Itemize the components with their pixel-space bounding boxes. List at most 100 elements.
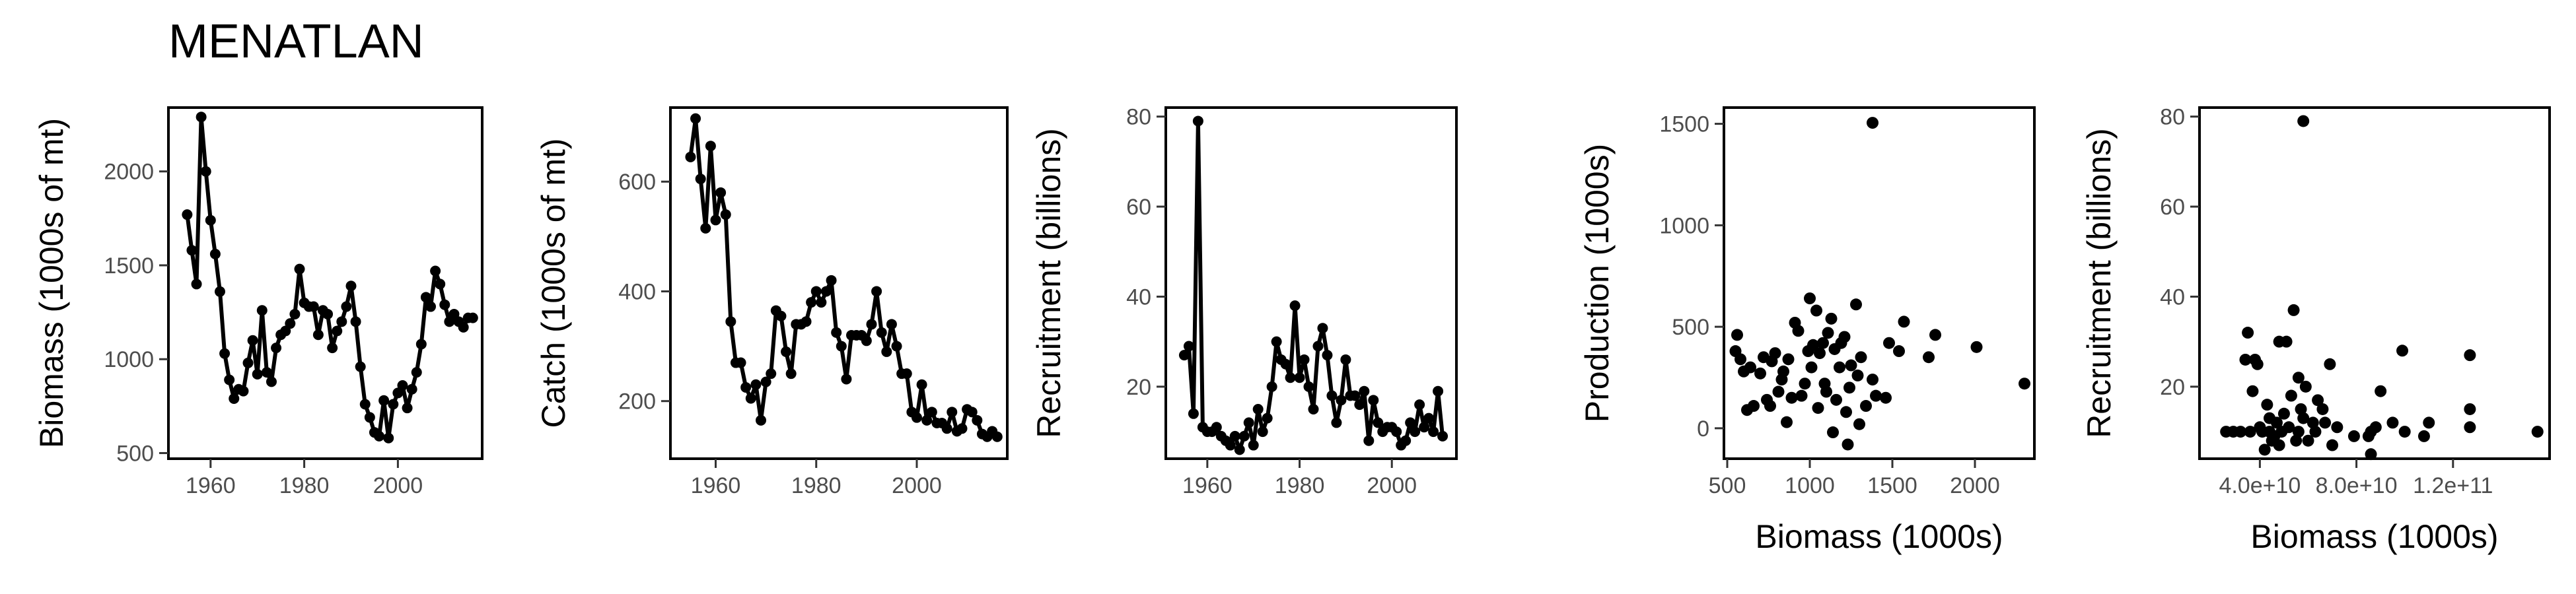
data-point: [2531, 426, 2544, 438]
data-point: [252, 368, 263, 380]
data-point: [2396, 345, 2409, 357]
data-point: [1285, 372, 1296, 383]
data-point: [1867, 117, 1878, 129]
data-point: [1349, 390, 1361, 401]
data-point: [1178, 350, 1190, 361]
data-point: [1883, 337, 1895, 349]
data-point: [1262, 412, 1273, 424]
data-point: [364, 412, 375, 423]
data-point: [775, 310, 787, 321]
y-tick-label: 40: [2160, 284, 2185, 310]
data-point: [2297, 115, 2310, 127]
data-point: [926, 407, 937, 418]
data-point: [1799, 378, 1811, 390]
y-tick-label: 20: [2160, 375, 2185, 400]
data-point: [1229, 430, 1240, 442]
data-point: [2423, 416, 2435, 429]
y-tick-label: 500: [1672, 315, 1709, 340]
data-point: [2277, 407, 2290, 420]
data-point: [2264, 426, 2275, 438]
data-point: [341, 301, 352, 312]
data-point: [766, 368, 777, 380]
data-point: [1738, 365, 1750, 378]
data-point: [186, 245, 197, 256]
x-tick-label: 1.2e+11: [2413, 473, 2493, 498]
data-point: [1812, 402, 1824, 414]
data-point: [826, 275, 837, 286]
data-point: [801, 316, 812, 327]
x-tick-label: 4.0e+10: [2219, 473, 2301, 498]
data-point: [810, 286, 822, 297]
y-tick-label: 1000: [104, 347, 154, 372]
y-tick-label: 1000: [1659, 213, 1709, 238]
data-point: [1843, 381, 1855, 394]
data-point: [2292, 426, 2305, 438]
plot-frame: [2198, 106, 2551, 460]
data-point: [1363, 435, 1375, 446]
data-point: [1312, 341, 1324, 352]
data-point: [886, 319, 897, 330]
y-axis-title: Production (1000s): [1579, 144, 1616, 422]
data-point: [715, 187, 727, 198]
data-point: [308, 301, 319, 312]
x-tick-label: 2000: [892, 473, 942, 498]
data-point: [991, 431, 1003, 442]
data-point: [1814, 347, 1826, 360]
y-axis-title: Recruitment (billions): [1030, 128, 1067, 438]
data-point: [2464, 421, 2476, 434]
data-point: [420, 292, 431, 303]
data-point: [2292, 372, 2305, 384]
data-point: [1271, 336, 1282, 347]
data-point: [2319, 416, 2332, 429]
data-point: [2324, 358, 2336, 370]
data-point: [430, 265, 441, 277]
data-point: [1257, 426, 1268, 438]
data-point: [725, 316, 736, 327]
chart-panel-3: 20 40 60 80 1960 1980 2000 Recruitment (billion…: [1030, 105, 1458, 498]
y-tick-label: 0: [1697, 416, 1709, 442]
data-point: [406, 383, 417, 395]
data-point: [2362, 430, 2375, 442]
data-point: [1423, 412, 1435, 424]
data-point: [1855, 351, 1867, 364]
data-point: [1188, 408, 1199, 419]
data-point: [332, 325, 343, 337]
data-point: [1775, 374, 1788, 386]
data-point: [1860, 400, 1872, 412]
x-axis-title: Biomass (1000s): [1755, 518, 2003, 555]
data-point: [1192, 116, 1203, 127]
data-point: [1308, 403, 1319, 414]
data-point: [1785, 391, 1798, 404]
x-tick-label: 1500: [1867, 473, 1917, 498]
data-point: [690, 113, 701, 124]
data-point: [2309, 426, 2322, 438]
data-point: [271, 343, 282, 354]
data-point: [1754, 367, 1766, 380]
data-point: [1243, 417, 1254, 428]
data-point: [1851, 369, 1864, 381]
data-point: [820, 286, 832, 297]
data-point: [1238, 430, 1250, 442]
data-point: [1373, 417, 1384, 428]
data-point: [1234, 444, 1245, 455]
y-tick-label: 400: [618, 279, 656, 304]
data-point: [1400, 435, 1412, 446]
data-point: [1326, 390, 1338, 401]
data-point: [294, 263, 305, 275]
plot-frame: [1723, 106, 2036, 460]
chart-panel-4: 0 500 1000 1500 500 1000 1500 2000 Production (1…: [1579, 106, 2036, 555]
data-point: [2019, 378, 2030, 390]
plot-frame: [167, 106, 483, 460]
x-tick-label: 2000: [1367, 473, 1417, 498]
data-point: [1331, 417, 1342, 428]
data-point: [1359, 385, 1370, 397]
data-point: [247, 335, 258, 346]
y-tick-label: 1500: [104, 253, 154, 279]
data-point: [1802, 345, 1814, 358]
data-point: [2307, 416, 2319, 429]
data-point: [876, 327, 887, 338]
data-point: [785, 368, 797, 380]
data-point: [374, 430, 385, 442]
data-point: [1225, 440, 1236, 451]
data-point: [2273, 335, 2285, 348]
